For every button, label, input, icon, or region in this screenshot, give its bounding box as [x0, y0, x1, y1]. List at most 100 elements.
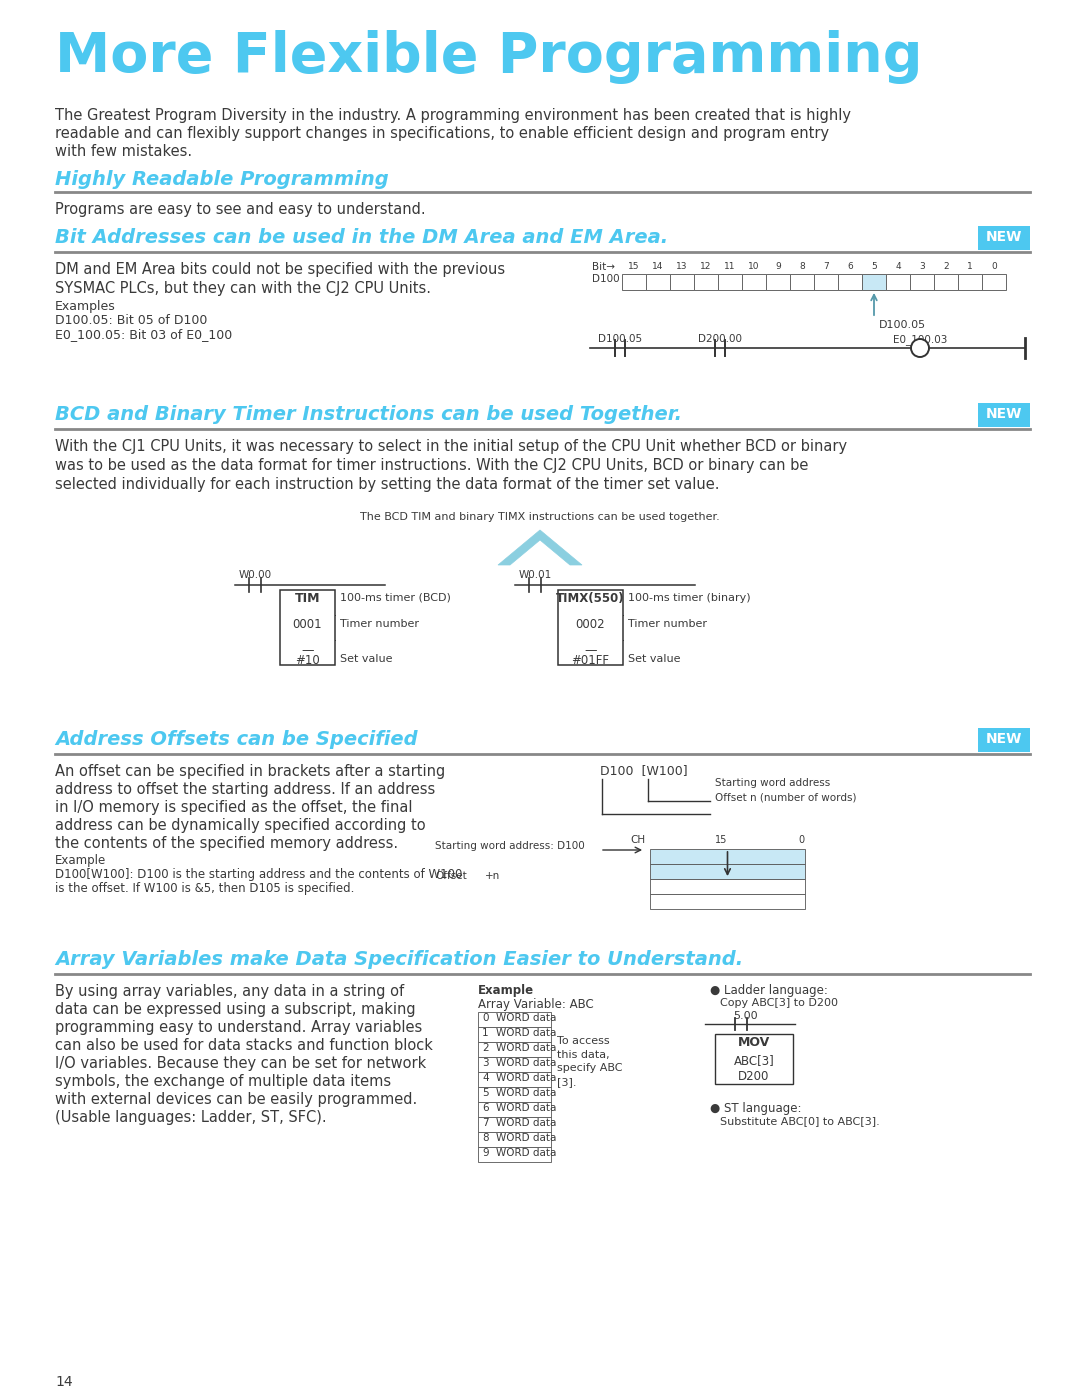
Text: 5: 5 — [482, 1088, 488, 1098]
Text: 4: 4 — [895, 263, 901, 271]
Text: Offset: Offset — [435, 870, 467, 882]
Text: WORD data: WORD data — [496, 1058, 556, 1067]
Text: 9: 9 — [482, 1148, 488, 1158]
Text: MOV: MOV — [738, 1037, 770, 1049]
Text: WORD data: WORD data — [496, 1088, 556, 1098]
Text: #01FF: #01FF — [571, 654, 609, 666]
Text: D100.05: Bit 05 of D100: D100.05: Bit 05 of D100 — [55, 314, 207, 327]
Text: D100.05: D100.05 — [879, 320, 927, 330]
Text: More Flexible Programming: More Flexible Programming — [55, 29, 922, 84]
Bar — [478, 1132, 551, 1147]
Text: selected individually for each instruction by setting the data format of the tim: selected individually for each instructi… — [55, 476, 719, 492]
Text: E0_100.03: E0_100.03 — [893, 334, 947, 345]
Bar — [715, 1034, 793, 1084]
Text: 0002: 0002 — [576, 617, 605, 631]
Text: Set value: Set value — [340, 654, 392, 664]
Text: 6: 6 — [482, 1104, 488, 1113]
Text: Starting word address: D100: Starting word address: D100 — [435, 841, 584, 851]
Bar — [650, 863, 805, 879]
Text: D200.00: D200.00 — [698, 334, 742, 344]
Bar — [742, 274, 766, 291]
Bar — [646, 274, 670, 291]
Bar — [478, 1027, 551, 1042]
Text: 14: 14 — [652, 263, 664, 271]
Text: The Greatest Program Diversity in the industry. A programming environment has be: The Greatest Program Diversity in the in… — [55, 108, 851, 123]
Text: readable and can flexibly support changes in specifications, to enable efficient: readable and can flexibly support change… — [55, 126, 829, 141]
Text: address to offset the starting address. If an address: address to offset the starting address. … — [55, 782, 435, 798]
Text: programming easy to understand. Array variables: programming easy to understand. Array va… — [55, 1020, 422, 1035]
Text: address can be dynamically specified according to: address can be dynamically specified acc… — [55, 819, 426, 833]
Bar — [478, 1058, 551, 1071]
Bar — [478, 1147, 551, 1162]
Text: WORD data: WORD data — [496, 1044, 556, 1053]
Bar — [958, 274, 982, 291]
Bar — [478, 1071, 551, 1087]
Bar — [789, 274, 814, 291]
Bar — [814, 274, 838, 291]
Text: 15: 15 — [629, 263, 639, 271]
Text: Programs are easy to see and easy to understand.: Programs are easy to see and easy to und… — [55, 203, 426, 217]
Text: ● Ladder language:: ● Ladder language: — [710, 983, 828, 997]
Text: 9: 9 — [775, 263, 781, 271]
Bar — [978, 226, 1030, 250]
Text: —: — — [584, 644, 597, 657]
Text: CH: CH — [630, 835, 645, 845]
Text: is the offset. If W100 is &5, then D105 is specified.: is the offset. If W100 is &5, then D105 … — [55, 882, 354, 895]
Text: 13: 13 — [676, 263, 688, 271]
Text: WORD data: WORD data — [496, 1104, 556, 1113]
Text: 1: 1 — [482, 1028, 488, 1038]
Text: D100: D100 — [592, 274, 620, 284]
Bar — [650, 894, 805, 909]
Text: Copy ABC[3] to D200: Copy ABC[3] to D200 — [720, 997, 838, 1009]
Bar — [978, 402, 1030, 427]
Text: 15: 15 — [715, 835, 727, 845]
Text: 11: 11 — [725, 263, 735, 271]
Text: Starting word address: Starting word address — [715, 778, 831, 788]
Text: Address Offsets can be Specified: Address Offsets can be Specified — [55, 731, 418, 749]
Text: 3: 3 — [482, 1058, 488, 1067]
Text: 2: 2 — [943, 263, 949, 271]
Text: I/O variables. Because they can be set for network: I/O variables. Because they can be set f… — [55, 1056, 427, 1071]
Bar — [622, 274, 646, 291]
Text: 10: 10 — [748, 263, 759, 271]
Bar — [886, 274, 910, 291]
Text: 0: 0 — [798, 835, 805, 845]
Text: BCD and Binary Timer Instructions can be used Together.: BCD and Binary Timer Instructions can be… — [55, 405, 681, 425]
Text: Example: Example — [55, 854, 106, 868]
Bar — [838, 274, 862, 291]
Text: E0_100.05: Bit 03 of E0_100: E0_100.05: Bit 03 of E0_100 — [55, 328, 232, 341]
Bar — [982, 274, 1005, 291]
Text: Timer number: Timer number — [627, 619, 707, 629]
Text: WORD data: WORD data — [496, 1133, 556, 1143]
Bar — [478, 1102, 551, 1118]
Text: #10: #10 — [295, 654, 320, 666]
Text: Array Variable: ABC: Array Variable: ABC — [478, 997, 594, 1011]
Text: WORD data: WORD data — [496, 1148, 556, 1158]
Text: 0001: 0001 — [293, 617, 322, 631]
Bar — [478, 1087, 551, 1102]
Text: Offset n (number of words): Offset n (number of words) — [715, 792, 856, 802]
Text: 14: 14 — [55, 1375, 72, 1389]
Text: Bit Addresses can be used in the DM Area and EM Area.: Bit Addresses can be used in the DM Area… — [55, 228, 669, 247]
Text: Substitute ABC[0] to ABC[3].: Substitute ABC[0] to ABC[3]. — [720, 1116, 880, 1126]
Bar — [862, 274, 886, 291]
Bar — [910, 274, 934, 291]
Text: DM and EM Area bits could not be specified with the previous: DM and EM Area bits could not be specifi… — [55, 263, 505, 277]
Text: symbols, the exchange of multiple data items: symbols, the exchange of multiple data i… — [55, 1074, 391, 1090]
Text: An offset can be specified in brackets after a starting: An offset can be specified in brackets a… — [55, 764, 445, 780]
Text: With the CJ1 CPU Units, it was necessary to select in the initial setup of the C: With the CJ1 CPU Units, it was necessary… — [55, 439, 847, 454]
Text: Bit→: Bit→ — [592, 263, 615, 272]
Bar — [650, 879, 805, 894]
Text: the contents of the specified memory address.: the contents of the specified memory add… — [55, 835, 399, 851]
Text: 7: 7 — [823, 263, 828, 271]
Text: D100  [W100]: D100 [W100] — [600, 764, 688, 777]
Text: W0.01: W0.01 — [518, 570, 552, 580]
Text: 5.00: 5.00 — [732, 1011, 757, 1021]
Bar — [650, 849, 805, 863]
Text: 3: 3 — [919, 263, 924, 271]
Bar — [934, 274, 958, 291]
Bar — [478, 1011, 551, 1027]
Bar — [694, 274, 718, 291]
Text: ABC[3]: ABC[3] — [733, 1053, 774, 1067]
Text: To access
this data,
specify ABC
[3].: To access this data, specify ABC [3]. — [557, 1037, 622, 1087]
